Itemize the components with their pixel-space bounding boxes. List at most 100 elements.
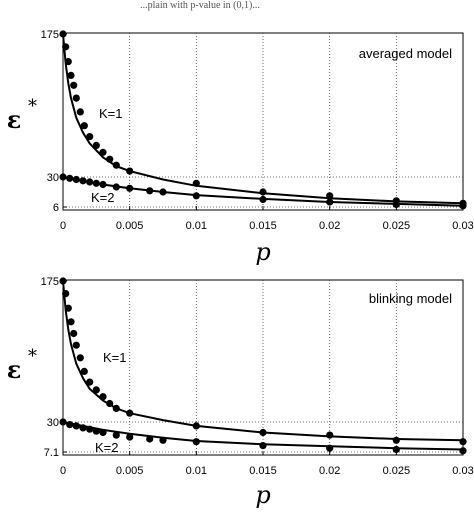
- data-point-K=1: [112, 404, 120, 412]
- data-point-K=1: [67, 71, 75, 79]
- x-tick-label: 0.005: [116, 465, 144, 477]
- header-text: ...plain with p-value in (0,1)...: [140, 0, 260, 11]
- data-point-K=2: [192, 192, 200, 200]
- data-point-K=1: [72, 341, 80, 349]
- x-tick-label: 0: [60, 220, 66, 232]
- data-point-K=2: [259, 195, 267, 204]
- data-point-K=1: [59, 277, 67, 285]
- x-tick-label: 0.01: [186, 220, 207, 232]
- data-point-K=1: [59, 30, 67, 38]
- panel-annotation: blinking model: [369, 291, 452, 306]
- data-point-K=2: [459, 202, 467, 210]
- data-point-K=2: [159, 436, 167, 444]
- data-point-K=2: [72, 175, 80, 184]
- data-point-K=1: [99, 148, 107, 156]
- data-point-K=1: [92, 386, 100, 394]
- data-point-K=1: [70, 329, 78, 338]
- data-point-K=2: [92, 179, 100, 187]
- data-point-K=1: [106, 155, 114, 163]
- panel-annotation: averaged model: [359, 46, 452, 61]
- data-point-K=2: [126, 433, 134, 441]
- data-point-K=2: [326, 444, 334, 452]
- y-axis-label-superscript: *: [28, 96, 37, 117]
- x-axis-label: p: [255, 238, 270, 266]
- data-point-K=1: [112, 161, 120, 169]
- x-tick-label: 0.03: [452, 220, 473, 232]
- x-tick-label: 0.025: [383, 465, 411, 477]
- data-point-K=1: [62, 290, 70, 298]
- data-point-K=2: [459, 447, 467, 455]
- data-point-K=2: [126, 184, 134, 192]
- data-point-K=2: [146, 187, 154, 195]
- data-point-K=1: [259, 188, 267, 196]
- series-label-K=2: K=2: [95, 440, 119, 455]
- y-tick-label: 30: [47, 417, 59, 429]
- data-point-K=1: [192, 422, 200, 430]
- data-point-K=2: [79, 424, 87, 432]
- x-tick-label: 0.02: [319, 465, 340, 477]
- x-tick-label: 0.02: [319, 220, 340, 232]
- y-tick-label: 6: [53, 202, 59, 214]
- x-tick-label: 0: [60, 465, 66, 477]
- chart-panel-2: 0 0.005 0.01 0.015 0.02 0.025 0.03 175 30 7.1 K=1 K…: [7, 276, 474, 509]
- series-label-K=1: K=1: [103, 350, 127, 365]
- data-point-K=2: [146, 435, 154, 443]
- data-point-K=2: [86, 425, 94, 433]
- data-point-K=1: [72, 94, 80, 102]
- data-point-K=2: [79, 177, 87, 185]
- data-point-K=1: [259, 428, 267, 437]
- data-point-K=2: [66, 174, 74, 182]
- data-point-K=2: [72, 422, 80, 430]
- x-axis-label: p: [255, 481, 270, 509]
- data-point-K=1: [80, 367, 88, 375]
- data-point-K=1: [126, 167, 134, 175]
- data-point-K=2: [392, 445, 400, 454]
- x-tick-label: 0.03: [452, 465, 473, 477]
- x-tick-label: 0.005: [116, 220, 144, 232]
- data-point-K=2: [59, 173, 67, 181]
- y-tick-label: 175: [41, 29, 59, 41]
- data-point-K=1: [67, 318, 75, 326]
- y-tick-label: 7.1: [44, 447, 59, 459]
- data-point-K=2: [66, 421, 74, 429]
- data-point-K=2: [99, 428, 107, 437]
- data-point-K=2: [112, 183, 120, 191]
- data-point-K=2: [326, 198, 334, 206]
- y-axis-label: ε: [7, 105, 22, 134]
- chart-panel-1: 0 0.005 0.01 0.015 0.02 0.025 0.03 175 30 6 K=1 K=2…: [7, 29, 474, 266]
- data-point-K=2: [392, 200, 400, 209]
- x-tick-label: 0.015: [249, 220, 277, 232]
- data-point-K=1: [459, 438, 467, 446]
- x-tick-label: 0.025: [383, 220, 411, 232]
- data-point-K=1: [76, 354, 84, 362]
- x-tick-label: 0.01: [186, 465, 207, 477]
- data-point-K=1: [64, 304, 72, 312]
- data-point-K=2: [159, 188, 167, 196]
- data-point-K=1: [92, 141, 100, 149]
- data-point-K=1: [192, 179, 200, 187]
- data-point-K=1: [80, 122, 88, 130]
- data-point-K=1: [126, 409, 134, 417]
- data-point-K=1: [326, 192, 334, 200]
- data-point-K=2: [86, 178, 94, 186]
- series-label-K=2: K=2: [91, 190, 115, 205]
- y-axis-label: ε: [7, 355, 22, 384]
- data-point-K=1: [86, 378, 94, 386]
- data-point-K=2: [99, 180, 107, 189]
- y-tick-label: 175: [41, 276, 59, 288]
- data-point-K=1: [70, 81, 78, 89]
- data-point-K=2: [192, 438, 200, 446]
- x-tick-label: 0.015: [249, 465, 277, 477]
- y-axis-label-superscript: *: [28, 346, 37, 367]
- data-point-K=1: [392, 436, 400, 444]
- y-tick-label: 30: [47, 172, 59, 184]
- data-point-K=1: [86, 133, 94, 141]
- data-point-K=1: [106, 399, 114, 408]
- data-point-K=1: [76, 108, 84, 116]
- data-point-K=1: [64, 58, 72, 66]
- data-point-K=2: [92, 427, 100, 435]
- data-point-K=2: [112, 431, 120, 439]
- data-point-K=2: [59, 418, 67, 426]
- series-label-K=1: K=1: [99, 106, 123, 121]
